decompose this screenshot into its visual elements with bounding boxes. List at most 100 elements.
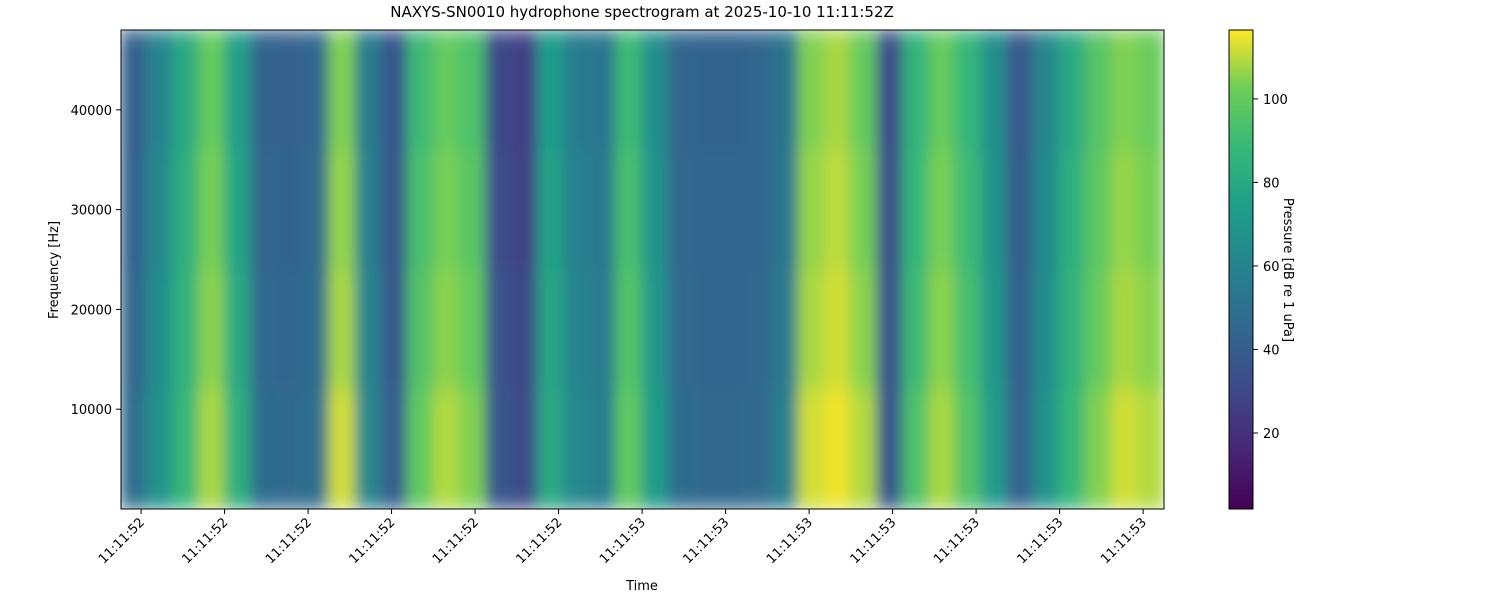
colorbar-tick-label: 80 — [1263, 176, 1280, 191]
spectrogram-cell — [589, 30, 618, 151]
spectrogram-cell — [537, 268, 566, 391]
spectrogram-cell — [1032, 268, 1061, 391]
spectrogram-cell — [406, 148, 435, 271]
x-tick-label: 11:11:52 — [514, 515, 566, 567]
spectrogram-cell — [615, 388, 644, 509]
colorbar-label: Pressure [dB re 1 uPa] — [1280, 198, 1295, 342]
colorbar — [1228, 29, 1254, 510]
spectrogram-cell — [980, 388, 1009, 509]
spectrogram-cell — [121, 30, 149, 151]
spectrogram-cell — [121, 148, 149, 271]
spectrogram-cell — [458, 148, 488, 271]
x-tick-label: 11:11:53 — [681, 515, 733, 567]
spectrogram-cell — [667, 388, 696, 509]
spectrogram-cell — [276, 268, 305, 391]
spectrogram-cell — [1110, 388, 1139, 509]
spectrogram-cell — [458, 388, 488, 509]
spectrogram-cell — [641, 388, 670, 509]
spectrogram-cell — [328, 30, 357, 151]
spectrogram-cell — [1084, 148, 1113, 271]
spectrogram-cell — [276, 148, 305, 271]
spectrogram-cell — [250, 268, 279, 391]
spectrogram-cell — [146, 388, 175, 509]
spectrogram-cell — [432, 388, 461, 509]
spectrogram-cell — [850, 388, 879, 509]
spectrogram-cell — [146, 268, 175, 391]
spectrogram-cell — [719, 148, 748, 271]
spectrogram-cell — [771, 388, 800, 509]
spectrogram-cell — [615, 148, 644, 271]
spectrogram-cell — [876, 268, 905, 391]
spectrogram-cell — [667, 148, 696, 271]
spectrogram-cell — [928, 268, 957, 391]
spectrogram-cell — [719, 388, 748, 509]
spectrogram-cell — [406, 30, 435, 151]
spectrogram-cell — [511, 30, 540, 151]
y-tick-label: 20000 — [71, 303, 112, 318]
chart-title: NAXYS-SN0010 hydrophone spectrogram at 2… — [390, 3, 894, 21]
spectrogram-cell — [198, 30, 227, 151]
spectrogram-cell — [745, 148, 774, 271]
spectrogram-cell — [641, 268, 670, 391]
spectrogram-cell — [224, 388, 253, 509]
spectrogram-cell — [458, 30, 488, 151]
spectrogram-cell — [354, 268, 383, 391]
spectrogram-cell — [850, 268, 879, 391]
spectrogram-cell — [302, 148, 331, 271]
spectrogram-cell — [380, 388, 409, 509]
spectrogram-cell — [928, 30, 957, 151]
spectrogram-cell — [250, 30, 279, 151]
spectrogram-cell — [693, 388, 722, 509]
spectrogram-cell — [485, 268, 514, 391]
spectrogram-cell — [876, 388, 905, 509]
spectrogram-cell — [328, 388, 357, 509]
spectrogram-cell — [1136, 388, 1164, 509]
spectrogram-cell — [589, 268, 618, 391]
spectrogram-cell — [250, 148, 279, 271]
spectrogram-cell — [641, 30, 670, 151]
spectrogram-cell — [876, 148, 905, 271]
spectrogram-cell — [328, 268, 357, 391]
spectrogram-cell — [902, 148, 931, 271]
spectrogram-cell — [172, 388, 201, 509]
x-tick-label: 11:11:52 — [179, 515, 231, 567]
spectrogram-cell — [354, 148, 383, 271]
spectrogram-cell — [537, 148, 566, 271]
spectrogram-cell — [406, 268, 435, 391]
x-tick-label: 11:11:53 — [597, 515, 649, 567]
spectrogram-cell — [511, 148, 540, 271]
spectrogram-cell — [1084, 268, 1113, 391]
spectrogram-cell — [121, 388, 149, 509]
spectrogram-cell — [432, 148, 461, 271]
spectrogram-cell — [824, 148, 853, 271]
spectrogram-cell — [589, 388, 618, 509]
spectrogram-cell — [1032, 30, 1061, 151]
spectrogram-cell — [693, 30, 722, 151]
spectrogram-cell — [797, 30, 827, 151]
spectrogram-cell — [1110, 148, 1139, 271]
spectrogram-cell — [745, 268, 774, 391]
x-tick-label: 11:11:53 — [1015, 515, 1067, 567]
spectrogram-cell — [563, 268, 592, 391]
colorbar-tick-label: 40 — [1263, 343, 1280, 358]
heatmap-cells — [121, 30, 1164, 509]
spectrogram-cell — [1006, 268, 1035, 391]
colorbar-tick-label: 100 — [1263, 93, 1288, 108]
spectrogram-cell — [198, 268, 227, 391]
spectrogram-cell — [224, 268, 253, 391]
spectrogram-cell — [380, 30, 409, 151]
spectrogram-cell — [250, 388, 279, 509]
spectrogram-cell — [1058, 148, 1087, 271]
spectrogram-cell — [224, 148, 253, 271]
spectrogram-cell — [302, 388, 331, 509]
spectrogram-cell — [1032, 148, 1061, 271]
x-tick-label: 11:11:52 — [346, 515, 398, 567]
spectrogram-cell — [1058, 388, 1087, 509]
spectrogram-cell — [563, 30, 592, 151]
spectrogram-cell — [719, 268, 748, 391]
y-tick-label: 10000 — [71, 403, 112, 418]
spectrogram-cell — [771, 30, 800, 151]
spectrogram-cell — [824, 268, 853, 391]
spectrogram-cell — [380, 268, 409, 391]
x-axis-label: Time — [625, 579, 658, 594]
